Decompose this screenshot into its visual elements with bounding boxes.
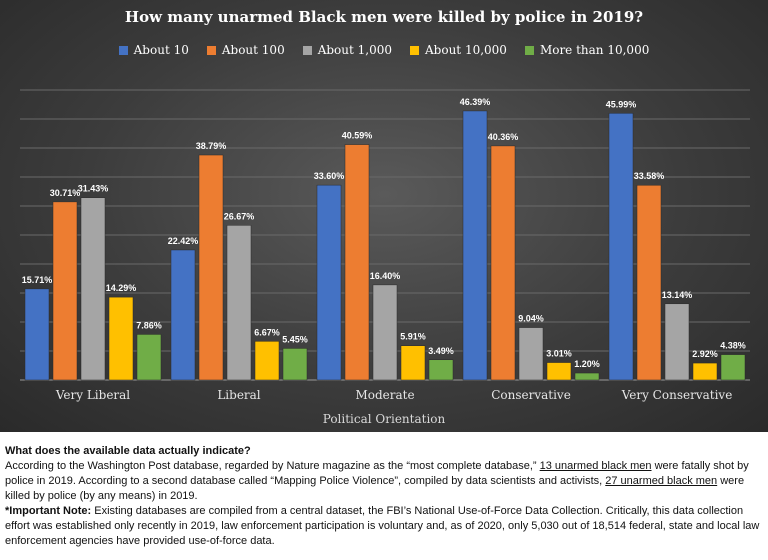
x-tick-label: Very Conservative — [621, 388, 733, 402]
bar-about-100 — [52, 201, 78, 381]
bar-about-100 — [490, 145, 516, 381]
note-link-washington-post-count[interactable]: 13 unarmed black men — [539, 460, 652, 472]
data-label: 4.38% — [720, 341, 746, 351]
legend-swatch — [118, 45, 128, 55]
bar-more-than-10-000 — [428, 359, 454, 381]
data-label: 13.14% — [662, 290, 693, 300]
bar-about-100 — [344, 144, 370, 381]
bar-more-than-10-000 — [574, 372, 600, 381]
data-label: 30.71% — [50, 188, 81, 198]
data-label: 31.43% — [78, 184, 109, 194]
legend-label: About 100 — [221, 43, 285, 57]
bar-more-than-10-000 — [136, 334, 162, 381]
legend-item: About 1,000 — [302, 43, 392, 57]
legend-item: About 100 — [206, 43, 285, 57]
data-label: 15.71% — [22, 275, 53, 285]
legend-item: About 10,000 — [410, 43, 507, 57]
bar-about-10-000 — [254, 341, 280, 381]
data-label: 7.86% — [136, 320, 162, 330]
chart-area: 15.71% 30.71% 31.43% 14.29% 7.86% Very Libera… — [0, 0, 768, 432]
x-axis-title: Political Orientation — [322, 412, 446, 426]
bar-about-100 — [198, 154, 224, 381]
important-note-label: *Important Note: — [5, 505, 92, 517]
bar-more-than-10-000 — [282, 348, 308, 381]
data-label: 2.92% — [692, 349, 718, 359]
bar-about-10 — [170, 249, 196, 381]
explanatory-note: What does the available data actually in… — [5, 444, 765, 549]
data-label: 40.59% — [342, 131, 373, 141]
bar-about-1-000 — [518, 327, 544, 381]
note-paragraph-1: According to the Washington Post databas… — [5, 459, 765, 504]
data-label: 3.49% — [428, 346, 454, 356]
data-label: 45.99% — [606, 99, 637, 109]
legend-item: More than 10,000 — [524, 43, 650, 57]
bar-about-100 — [636, 184, 662, 381]
x-tick-label: Very Liberal — [55, 388, 130, 402]
data-label: 40.36% — [488, 132, 519, 142]
data-label: 46.39% — [460, 97, 491, 107]
bar-about-1-000 — [664, 303, 690, 381]
note-text-1a: According to the Washington Post databas… — [5, 460, 540, 472]
data-label: 3.01% — [546, 349, 572, 359]
important-note-text: Existing databases are compiled from a c… — [5, 505, 760, 547]
legend-label: About 1,000 — [317, 43, 392, 57]
bar-about-10 — [462, 110, 488, 381]
data-label: 22.42% — [168, 236, 199, 246]
data-label: 33.58% — [634, 171, 665, 181]
note-text-1b: were fatally shot by police in 2019. Acc… — [5, 460, 749, 487]
legend: About 10 About 100 About 1,000 About 10,000… — [0, 43, 768, 57]
bar-about-10 — [608, 113, 634, 381]
legend-label: More than 10,000 — [539, 43, 650, 57]
note-heading: What does the available data actually in… — [5, 445, 251, 457]
bar-about-1-000 — [372, 284, 398, 381]
bar-about-1-000 — [226, 225, 252, 381]
data-label: 1.20% — [574, 359, 600, 369]
note-link-mapping-police-count[interactable]: 27 unarmed black men — [605, 475, 718, 487]
bar-about-10 — [24, 288, 50, 381]
legend-label: About 10,000 — [425, 43, 507, 57]
bar-about-1-000 — [80, 197, 106, 381]
legend-item: About 10 — [118, 43, 189, 57]
bar-about-10 — [316, 184, 342, 381]
legend-swatch — [524, 45, 534, 55]
bar-about-10-000 — [692, 362, 718, 381]
note-paragraph-2: *Important Note: Existing databases are … — [5, 504, 765, 549]
data-label: 5.91% — [400, 332, 426, 342]
data-label: 9.04% — [518, 314, 544, 324]
x-tick-label: Conservative — [491, 388, 571, 402]
data-label: 16.40% — [370, 271, 401, 281]
data-label: 38.79% — [196, 141, 227, 151]
x-tick-label: Liberal — [217, 388, 260, 402]
data-label: 6.67% — [254, 327, 280, 337]
bar-more-than-10-000 — [720, 354, 746, 381]
data-label: 33.60% — [314, 171, 345, 181]
chart-title: How many unarmed Black men were killed b… — [124, 8, 644, 26]
legend-swatch — [410, 45, 419, 55]
data-label: 14.29% — [106, 283, 137, 293]
legend-swatch — [206, 45, 216, 55]
data-label: 26.67% — [224, 211, 255, 221]
x-tick-label: Moderate — [355, 388, 414, 402]
legend-swatch — [302, 45, 312, 55]
chart-svg: 15.71% 30.71%31.43% 14.29% 7.86% Very Libera… — [20, 89, 750, 402]
bar-about-10-000 — [108, 296, 134, 381]
legend-label: About 10 — [133, 43, 189, 57]
bar-about-10-000 — [400, 345, 426, 381]
note-text-1c: were killed by police (by any means) in … — [5, 475, 745, 502]
data-label: 5.45% — [282, 334, 308, 344]
bar-about-10-000 — [546, 362, 572, 381]
